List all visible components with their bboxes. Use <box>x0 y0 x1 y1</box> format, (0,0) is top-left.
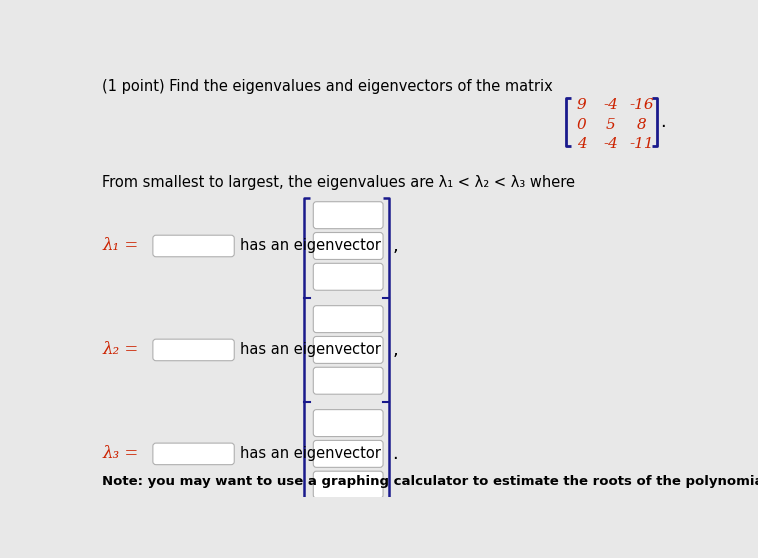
Text: 4: 4 <box>577 137 587 151</box>
Text: ,: , <box>393 237 398 255</box>
Text: ,: , <box>393 341 398 359</box>
FancyBboxPatch shape <box>313 367 383 394</box>
FancyBboxPatch shape <box>313 471 383 498</box>
FancyBboxPatch shape <box>313 410 383 436</box>
FancyBboxPatch shape <box>313 233 383 259</box>
FancyBboxPatch shape <box>313 201 383 229</box>
Text: -11: -11 <box>630 137 654 151</box>
Text: has an eigenvector: has an eigenvector <box>240 343 381 358</box>
Text: λ₂ =: λ₂ = <box>102 341 139 358</box>
Text: 5: 5 <box>606 118 615 132</box>
Text: 8: 8 <box>637 118 647 132</box>
Text: .: . <box>393 445 398 463</box>
Text: -4: -4 <box>603 98 619 113</box>
Text: 9: 9 <box>577 98 587 113</box>
FancyBboxPatch shape <box>313 336 383 363</box>
Text: λ₃ =: λ₃ = <box>102 445 139 463</box>
Text: has an eigenvector: has an eigenvector <box>240 446 381 461</box>
Text: -16: -16 <box>630 98 654 113</box>
Text: has an eigenvector: has an eigenvector <box>240 238 381 253</box>
FancyBboxPatch shape <box>313 306 383 333</box>
FancyBboxPatch shape <box>313 440 383 468</box>
Text: 0: 0 <box>577 118 587 132</box>
FancyBboxPatch shape <box>313 263 383 290</box>
Text: λ₁ =: λ₁ = <box>102 238 139 254</box>
Text: Note: you may want to use a graphing calculator to estimate the roots of the pol: Note: you may want to use a graphing cal… <box>102 475 758 488</box>
FancyBboxPatch shape <box>153 443 234 465</box>
FancyBboxPatch shape <box>153 339 234 360</box>
Text: From smallest to largest, the eigenvalues are λ₁ < λ₂ < λ₃ where: From smallest to largest, the eigenvalue… <box>102 175 575 190</box>
Text: .: . <box>660 113 666 131</box>
FancyBboxPatch shape <box>153 235 234 257</box>
Text: -4: -4 <box>603 137 619 151</box>
Text: (1 point) Find the eigenvalues and eigenvectors of the matrix: (1 point) Find the eigenvalues and eigen… <box>102 79 553 94</box>
